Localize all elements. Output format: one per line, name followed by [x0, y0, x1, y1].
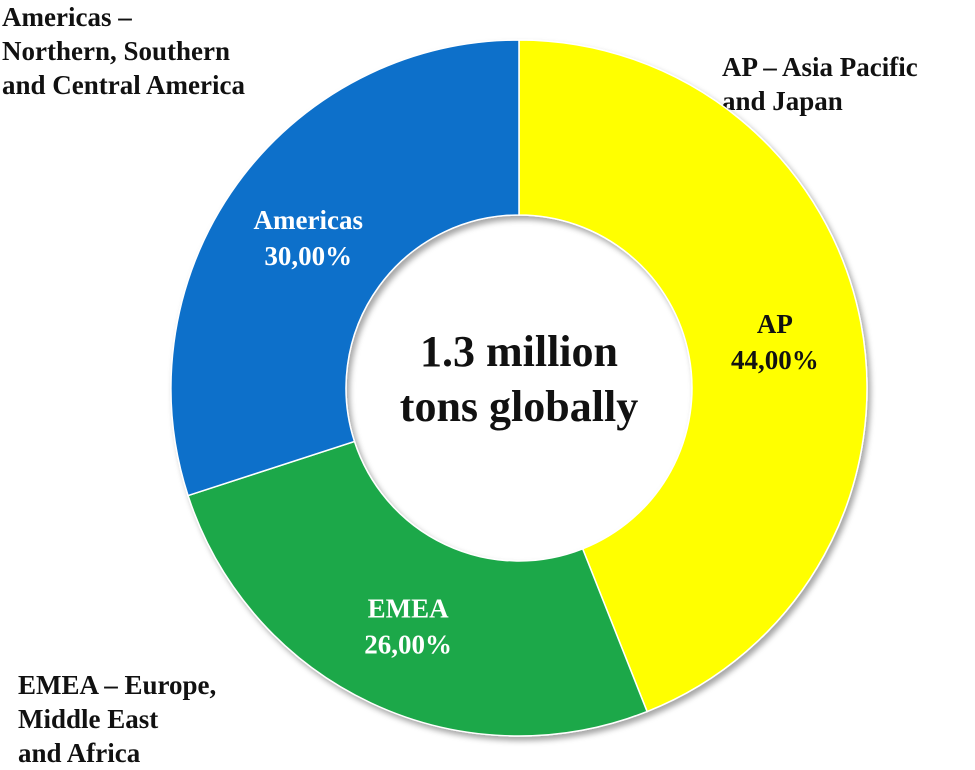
slice-americas — [170, 39, 520, 497]
slice-ap — [518, 39, 868, 713]
center-label-line-2: tons globally — [400, 382, 638, 431]
slice-value-americas: 30,00% — [264, 241, 352, 271]
ap-annotation: AP – Asia Pacific and Japan — [722, 52, 918, 116]
center-label-line-1: 1.3 million — [420, 327, 618, 376]
slice-emea — [187, 440, 649, 737]
slice-label-americas: Americas — [254, 205, 363, 235]
emea-annotation: EMEA – Europe, Middle East and Africa — [18, 670, 217, 768]
slice-label-ap: AP — [757, 309, 793, 339]
slice-value-emea: 26,00% — [364, 630, 452, 660]
slice-value-ap: 44,00% — [731, 345, 819, 375]
americas-annotation: Americas – Northern, Southern and Centra… — [2, 2, 245, 100]
slice-label-emea: EMEA — [368, 594, 450, 624]
